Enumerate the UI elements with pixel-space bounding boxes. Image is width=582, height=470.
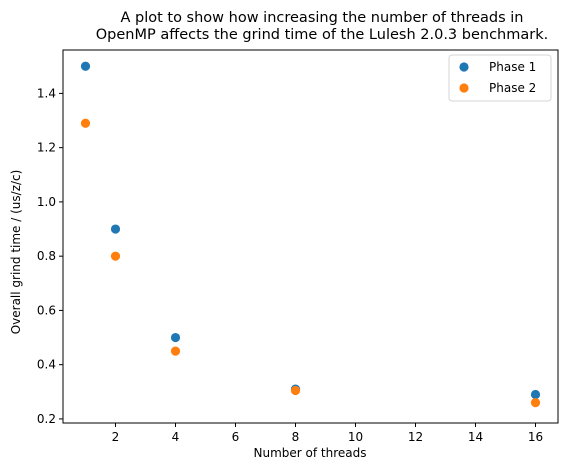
legend: Phase 1 Phase 2 xyxy=(448,54,552,102)
phase-1-point xyxy=(110,224,121,234)
plot-area: 2 4 6 8 10 12 14 16 0.2 0.4 0.6 0.8 1.0 1.2 1.4 xyxy=(37,49,559,444)
chart-title-line-1: A plot to show how increasing the number… xyxy=(120,10,523,26)
phase-2-point xyxy=(110,251,121,261)
legend-label-phase-2: Phase 2 xyxy=(489,81,536,95)
legend-marker-phase-2 xyxy=(459,83,469,93)
legend-marker-phase-1 xyxy=(459,62,469,72)
phase-2-point xyxy=(170,346,181,356)
y-tick-label: 1.4 xyxy=(37,86,56,100)
legend-box xyxy=(448,54,552,102)
x-tick-label: 6 xyxy=(232,430,240,444)
legend-label-phase-1: Phase 1 xyxy=(489,60,536,74)
y-axis-label: Overall grind time / (us/z/c) xyxy=(9,170,23,335)
y-tick-label: 1.0 xyxy=(37,195,56,209)
y-tick-label: 0.4 xyxy=(37,358,56,372)
axes-frame xyxy=(62,49,559,424)
phase-2-point xyxy=(290,385,301,396)
chart-title-line-2: OpenMP affects the grind time of the Lul… xyxy=(96,27,548,43)
phase-2-point xyxy=(530,398,541,408)
x-tick-label: 14 xyxy=(468,430,483,444)
x-tick-label: 16 xyxy=(528,430,543,444)
y-tick-label: 0.2 xyxy=(37,412,56,426)
phase-1-point xyxy=(170,332,181,343)
x-tick-label: 4 xyxy=(172,430,180,444)
x-axis-label: Number of threads xyxy=(254,446,367,460)
x-tick-label: 12 xyxy=(408,430,423,444)
y-tick-label: 0.8 xyxy=(37,249,56,263)
phase-1-point xyxy=(530,389,541,400)
x-tick-label: 8 xyxy=(292,430,300,444)
phase-1-point xyxy=(80,61,91,71)
y-tick-label: 0.6 xyxy=(37,303,56,317)
y-tick-label: 1.2 xyxy=(37,141,56,155)
x-tick-label: 10 xyxy=(348,430,363,444)
phase-2-point xyxy=(80,118,91,128)
x-tick-label: 2 xyxy=(112,430,120,444)
